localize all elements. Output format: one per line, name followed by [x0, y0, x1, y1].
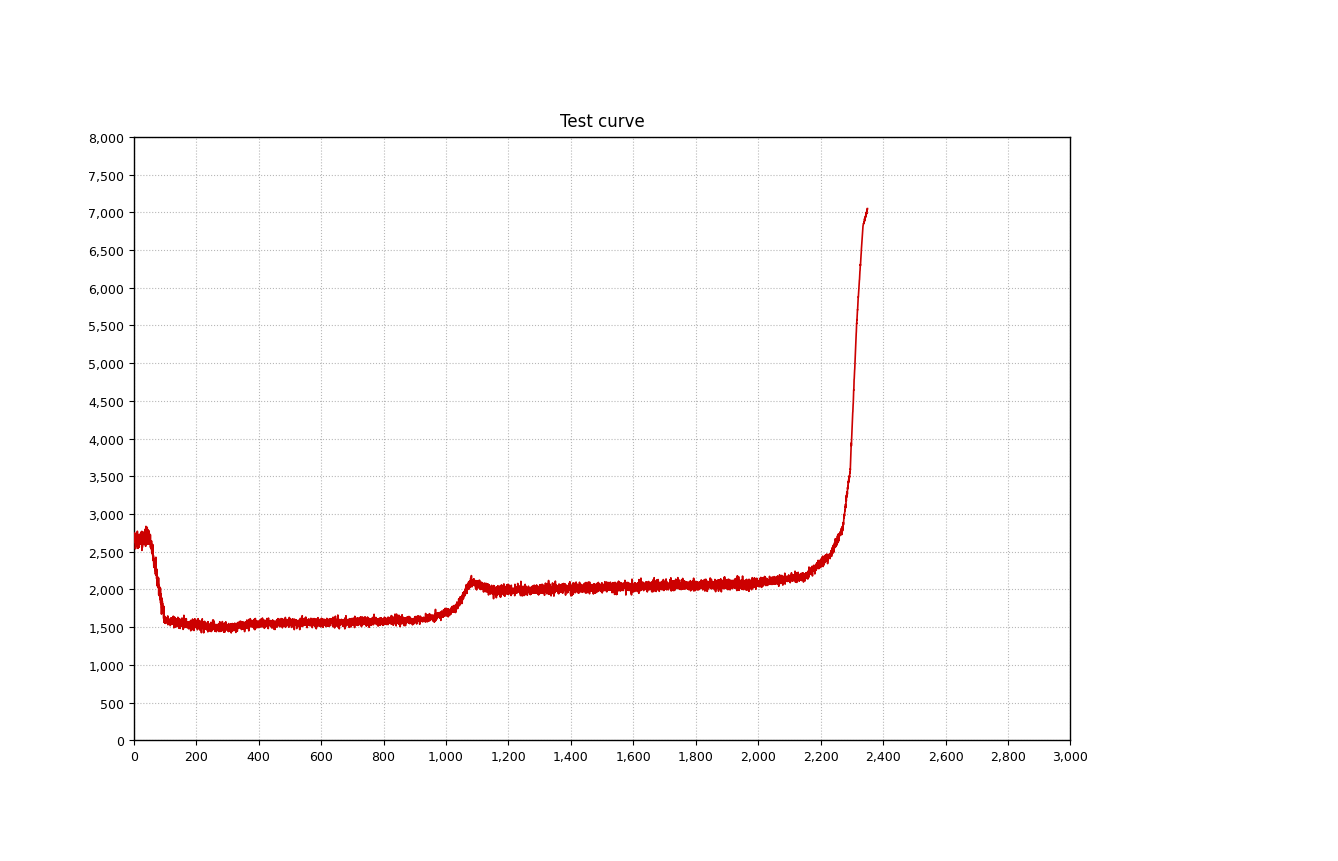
Title: Test curve: Test curve	[559, 113, 645, 131]
